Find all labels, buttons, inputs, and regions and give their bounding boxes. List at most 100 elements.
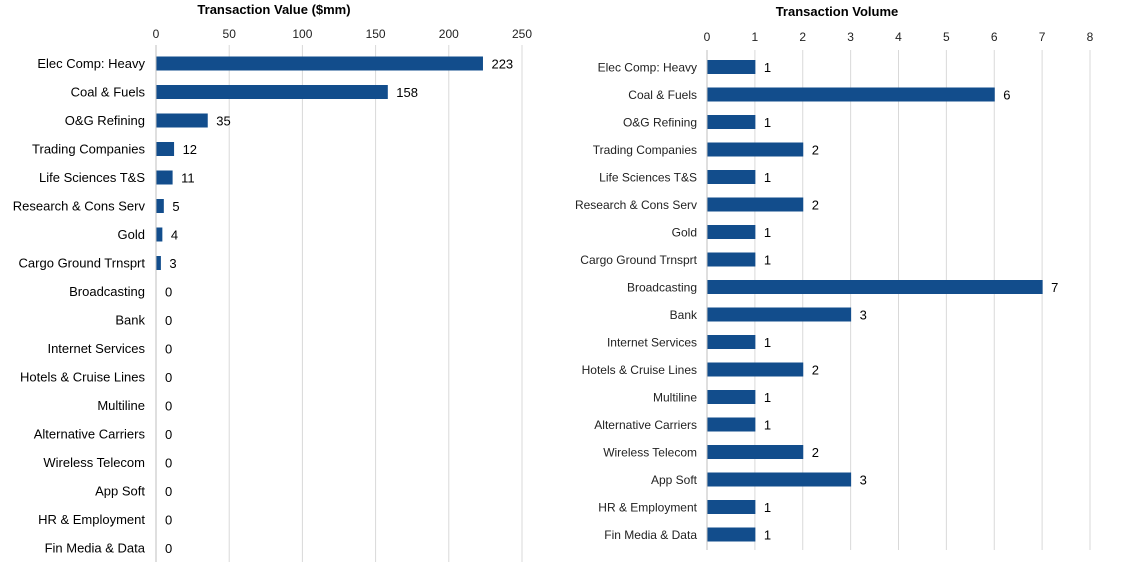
- x-tick-label: 200: [439, 27, 459, 41]
- bar: [156, 170, 173, 185]
- category-label: Fin Media & Data: [45, 541, 146, 556]
- data-label: 12: [183, 142, 197, 157]
- data-label: 0: [165, 541, 172, 556]
- category-label: Trading Companies: [32, 142, 145, 157]
- category-label: Wireless Telecom: [43, 455, 145, 470]
- category-label: Alternative Carriers: [594, 418, 697, 432]
- bar: [707, 87, 995, 102]
- data-label: 11: [181, 171, 195, 186]
- chart-title: Transaction Value ($mm): [197, 2, 350, 17]
- x-tick-label: 0: [153, 27, 160, 41]
- category-label: Research & Cons Serv: [13, 199, 146, 214]
- bar: [707, 390, 756, 404]
- category-label: Gold: [672, 226, 697, 240]
- data-label: 1: [764, 418, 771, 433]
- bar: [156, 56, 483, 71]
- category-label: Trading Companies: [593, 143, 697, 157]
- data-label: 1: [764, 253, 771, 268]
- category-label: App Soft: [651, 473, 698, 487]
- bar: [707, 197, 804, 212]
- category-label: Internet Services: [607, 336, 697, 350]
- bar: [707, 170, 756, 184]
- data-label: 1: [764, 528, 771, 543]
- x-tick-label: 8: [1087, 30, 1094, 44]
- data-label: 2: [812, 143, 819, 158]
- x-tick-label: 50: [223, 27, 237, 41]
- bar: [707, 142, 804, 157]
- bar: [707, 280, 1043, 294]
- category-label: Multiline: [97, 398, 145, 413]
- category-label: Fin Media & Data: [604, 528, 697, 542]
- bar: [156, 113, 208, 128]
- data-label: 223: [491, 57, 513, 72]
- category-label: Bank: [115, 313, 145, 328]
- category-label: HR & Employment: [598, 501, 697, 515]
- category-label: Life Sciences T&S: [599, 171, 697, 185]
- category-label: Coal & Fuels: [71, 85, 146, 100]
- data-label: 158: [396, 85, 418, 100]
- data-label: 0: [165, 484, 172, 499]
- chart-title: Transaction Volume: [776, 4, 899, 19]
- data-label: 2: [812, 445, 819, 460]
- bar: [707, 362, 804, 377]
- data-label: 0: [165, 456, 172, 471]
- category-label: O&G Refining: [623, 116, 697, 130]
- category-label: Wireless Telecom: [603, 446, 697, 460]
- x-tick-label: 4: [895, 30, 902, 44]
- bar: [156, 142, 175, 156]
- bar: [707, 500, 756, 514]
- data-label: 1: [764, 115, 771, 130]
- data-label: 0: [165, 370, 172, 385]
- bar: [156, 227, 163, 242]
- category-label: Hotels & Cruise Lines: [20, 370, 145, 385]
- data-label: 0: [165, 427, 172, 442]
- data-label: 1: [764, 225, 771, 240]
- data-label: 0: [165, 313, 172, 328]
- category-label: Gold: [118, 227, 145, 242]
- bar: [707, 307, 852, 322]
- bar: [707, 335, 756, 349]
- x-tick-label: 100: [292, 27, 312, 41]
- category-label: Bank: [670, 308, 698, 322]
- data-label: 0: [165, 399, 172, 414]
- data-label: 6: [1003, 88, 1010, 103]
- category-label: O&G Refining: [65, 113, 145, 128]
- transaction-value-chart: Transaction Value ($mm) 0 50 100 150 200 250E…: [13, 2, 532, 562]
- bar: [707, 417, 756, 432]
- x-tick-label: 3: [847, 30, 854, 44]
- data-label: 0: [165, 342, 172, 357]
- bar: [156, 256, 161, 270]
- data-label: 1: [764, 60, 771, 75]
- data-label: 7: [1051, 280, 1058, 295]
- category-label: Elec Comp: Heavy: [598, 61, 697, 75]
- bar: [707, 60, 756, 74]
- data-label: 3: [860, 473, 867, 488]
- bar: [707, 472, 852, 487]
- category-label: Hotels & Cruise Lines: [582, 363, 697, 377]
- category-label: HR & Employment: [38, 512, 145, 527]
- category-label: Broadcasting: [69, 284, 145, 299]
- category-label: App Soft: [95, 484, 145, 499]
- x-tick-label: 1: [752, 30, 759, 44]
- category-label: Elec Comp: Heavy: [37, 56, 145, 71]
- x-tick-label: 6: [991, 30, 998, 44]
- category-label: Internet Services: [47, 341, 145, 356]
- data-label: 3: [860, 308, 867, 323]
- data-label: 1: [764, 170, 771, 185]
- bar: [707, 527, 756, 542]
- bar: [156, 199, 164, 213]
- category-label: Cargo Ground Trnsprt: [580, 253, 697, 267]
- data-label: 2: [812, 198, 819, 213]
- x-tick-label: 250: [512, 27, 532, 41]
- data-label: 5: [172, 199, 179, 214]
- data-label: 1: [764, 500, 771, 515]
- data-label: 0: [165, 285, 172, 300]
- data-label: 4: [171, 228, 178, 243]
- data-label: 1: [764, 390, 771, 405]
- data-label: 1: [764, 335, 771, 350]
- data-label: 3: [169, 256, 176, 271]
- category-label: Alternative Carriers: [34, 427, 146, 442]
- bar: [707, 225, 756, 239]
- bar: [156, 85, 388, 99]
- data-label: 35: [216, 114, 230, 129]
